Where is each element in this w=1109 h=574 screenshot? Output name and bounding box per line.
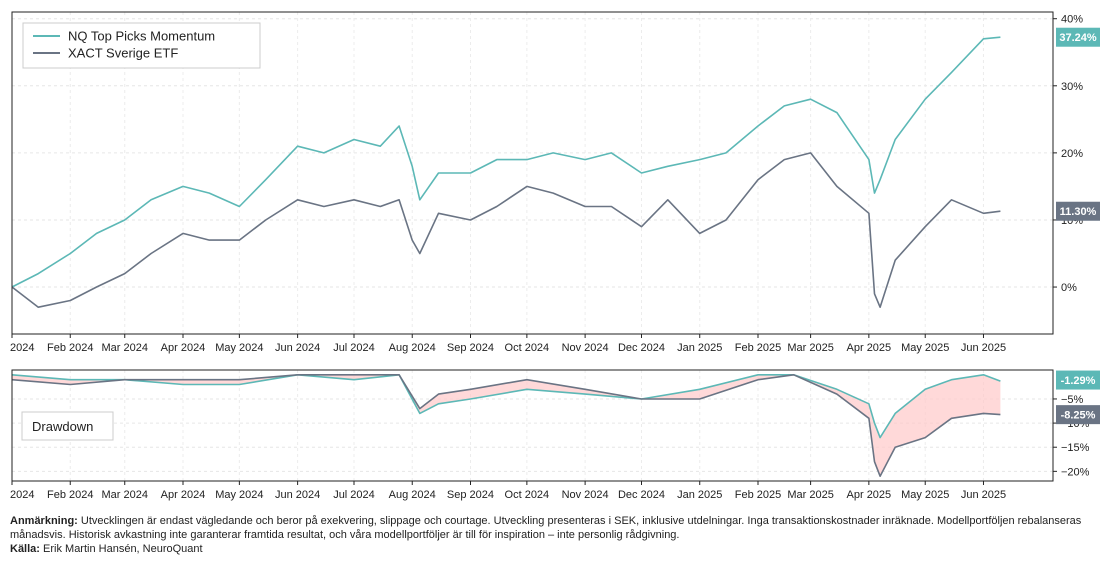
footnote-note-text: Utvecklingen är endast vägledande och be… <box>10 515 1082 541</box>
legend-entry: NQ Top Picks Momentum <box>68 29 215 44</box>
x-tick-label: 2024 <box>10 342 34 354</box>
footnote-source-text: Erik Martin Hansén, NeuroQuant <box>39 543 203 555</box>
legend-entry: XACT Sverige ETF <box>68 46 178 61</box>
x-tick-label: Dec 2024 <box>618 489 665 501</box>
x-tick-label: May 2024 <box>215 342 263 354</box>
footnote-note: Anmärkning: Utvecklingen är endast vägle… <box>10 514 1100 542</box>
drawdown-legend-title: Drawdown <box>32 419 93 434</box>
series-line-0 <box>11 36 1001 288</box>
x-tick-label: 2024 <box>10 489 34 501</box>
x-tick-label: Jan 2025 <box>677 342 722 354</box>
end-value-badge <box>1056 27 1100 47</box>
series-line-1 <box>11 152 1001 308</box>
series-line-1 <box>11 374 1001 477</box>
y-tick-label: −5% <box>1061 394 1084 406</box>
end-value-badge <box>1056 201 1100 221</box>
x-tick-label: Feb 2025 <box>735 342 781 354</box>
x-tick-label: Sep 2024 <box>447 489 494 501</box>
x-tick-label: Apr 2025 <box>847 489 892 501</box>
footnote: Anmärkning: Utvecklingen är endast vägle… <box>10 514 1100 556</box>
x-tick-label: Aug 2024 <box>389 342 436 354</box>
x-tick-label: Dec 2024 <box>618 342 665 354</box>
drawdown-fill <box>12 374 1001 477</box>
footnote-source-label: Källa: <box>10 543 40 555</box>
x-tick-label: Nov 2024 <box>562 489 609 501</box>
footnote-source: Källa: Erik Martin Hansén, NeuroQuant <box>10 542 1100 556</box>
y-tick-label: −15% <box>1061 442 1090 454</box>
x-tick-label: Jun 2024 <box>275 489 320 501</box>
x-tick-label: Feb 2024 <box>47 489 93 501</box>
x-tick-label: Apr 2025 <box>847 342 892 354</box>
x-tick-label: Jan 2025 <box>677 489 722 501</box>
x-tick-label: Oct 2024 <box>505 489 550 501</box>
x-tick-label: Feb 2025 <box>735 489 781 501</box>
end-value-label: 37.24% <box>1059 32 1097 44</box>
x-tick-label: Mar 2025 <box>787 489 833 501</box>
x-tick-label: Mar 2025 <box>787 342 833 354</box>
footnote-note-label: Anmärkning: <box>10 515 78 527</box>
x-tick-label: Apr 2024 <box>161 342 206 354</box>
plot-frame <box>11 369 1054 482</box>
y-tick-label: 20% <box>1061 148 1083 160</box>
plot-frame <box>11 11 1054 335</box>
x-tick-label: Oct 2024 <box>505 342 550 354</box>
x-tick-label: Jun 2025 <box>961 489 1006 501</box>
x-tick-label: Jul 2024 <box>333 489 375 501</box>
y-tick-label: 30% <box>1061 81 1083 93</box>
y-tick-label: 0% <box>1061 282 1077 294</box>
chart-canvas: 0%10%20%30%40%2024 Feb 2024 Mar 2024 Apr 20… <box>10 11 1100 501</box>
x-tick-label: May 2025 <box>901 489 949 501</box>
x-tick-label: Nov 2024 <box>562 342 609 354</box>
y-tick-label: 40% <box>1061 14 1083 26</box>
x-tick-label: Apr 2024 <box>161 489 206 501</box>
x-tick-label: May 2025 <box>901 342 949 354</box>
drawdown-legend-box <box>21 411 114 441</box>
performance-panel: 0%10%20%30%40%2024 Feb 2024 Mar 2024 Apr 20… <box>10 11 1100 354</box>
x-tick-label: Jul 2024 <box>333 342 375 354</box>
series-line-0 <box>11 374 1001 439</box>
x-tick-label: Mar 2024 <box>102 489 148 501</box>
legend: NQ Top Picks Momentum XACT Sverige ETF <box>22 22 261 69</box>
x-tick-label: Jun 2024 <box>275 342 320 354</box>
x-tick-label: Jun 2025 <box>961 342 1006 354</box>
end-value-label: -8.25% <box>1061 410 1096 422</box>
y-tick-label: −20% <box>1061 466 1090 478</box>
end-value-label: 11.30% <box>1060 206 1097 218</box>
x-tick-label: Feb 2024 <box>47 342 93 354</box>
end-value-label: -1.29% <box>1061 375 1096 387</box>
legend-box <box>22 22 261 69</box>
x-tick-label: May 2024 <box>215 489 263 501</box>
drawdown-legend: Drawdown <box>21 411 114 441</box>
x-tick-label: Aug 2024 <box>389 489 436 501</box>
end-value-badge <box>1056 405 1100 425</box>
x-tick-label: Sep 2024 <box>447 342 494 354</box>
x-tick-label: Mar 2024 <box>102 342 148 354</box>
end-value-badge <box>1056 370 1100 390</box>
